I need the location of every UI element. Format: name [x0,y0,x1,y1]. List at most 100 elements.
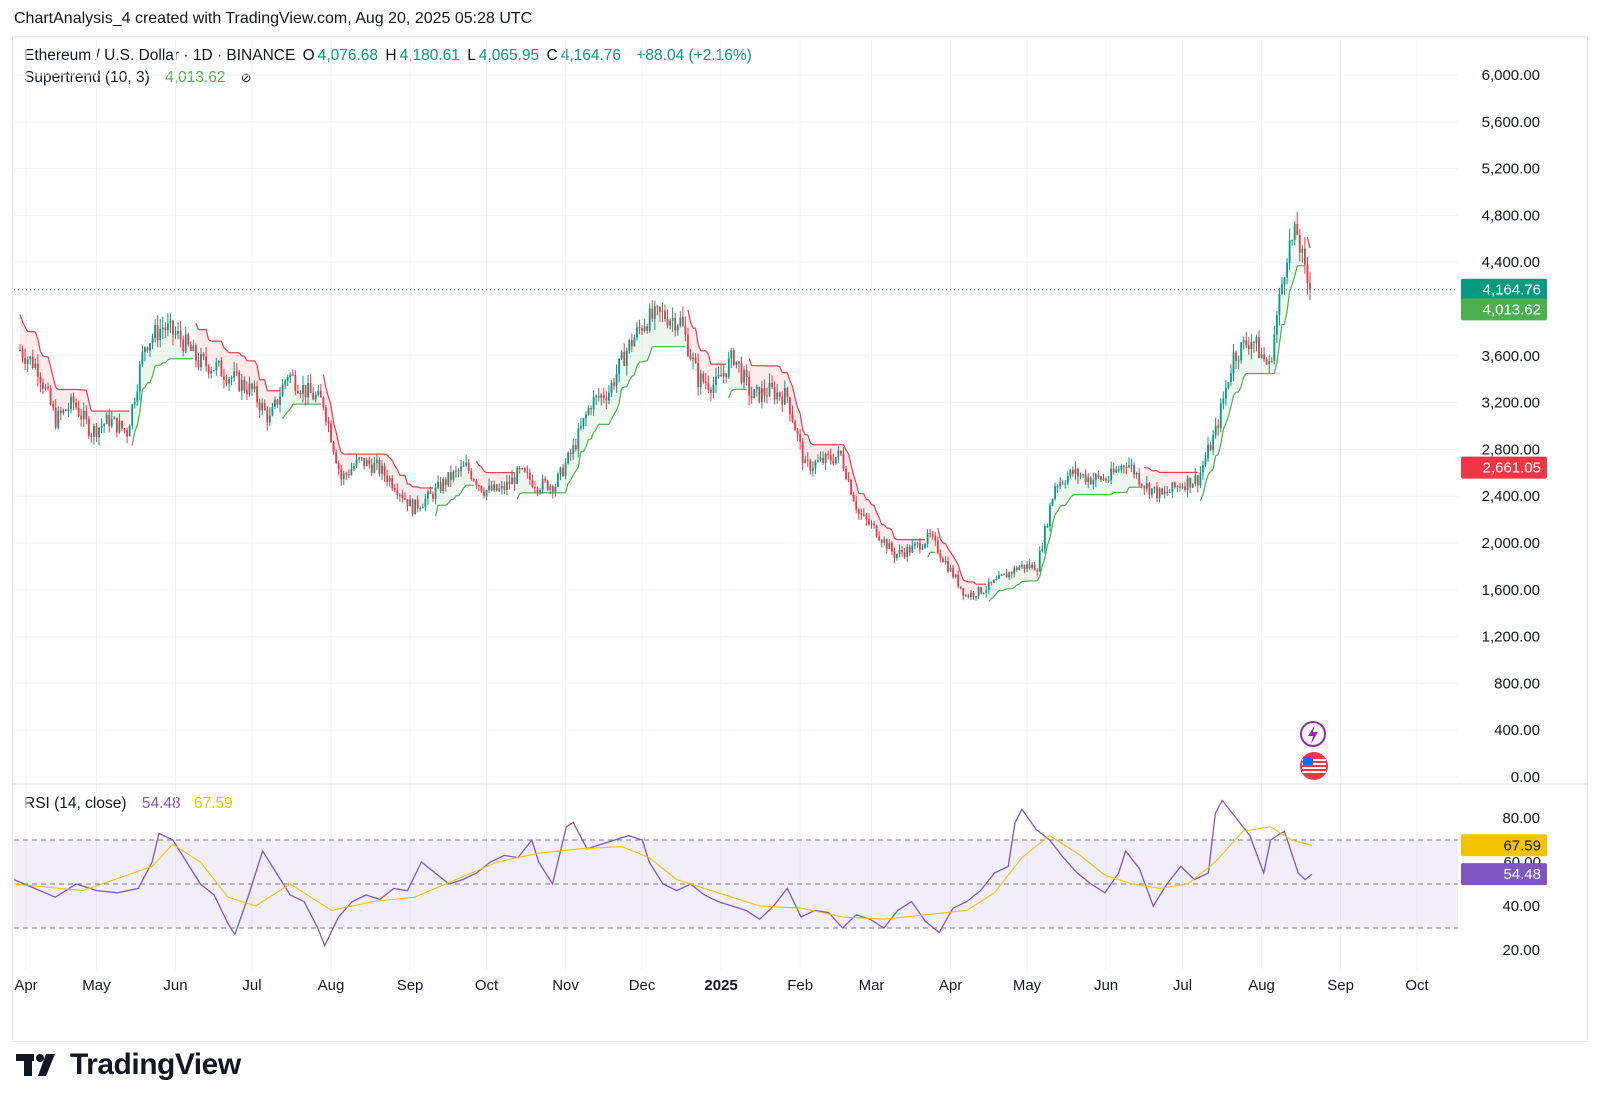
candle-body [386,475,389,482]
supertrend-area [1057,482,1061,512]
rsi-legend[interactable]: RSI (14, close) 54.48 67.59 [24,795,236,813]
candle-body [840,450,842,454]
candle-body [692,357,694,360]
candle-body [554,486,557,492]
candle-body [24,357,26,364]
supertrend-area [226,349,230,384]
candle-body [238,372,241,391]
supertrend-area [690,321,694,360]
supertrend-segment [22,321,26,328]
supertrend-area [782,372,785,405]
candle-body [289,374,292,378]
candle-body [898,549,901,555]
candle-body [317,390,320,396]
supertrend-area [1070,469,1073,498]
candle-body [834,457,837,464]
supertrend-area [733,361,737,390]
event-icons[interactable] [1300,721,1328,780]
candle-body [1227,382,1230,388]
supertrend-area [817,444,821,461]
candle-body [1258,337,1260,359]
supertrend-segment [1003,588,1007,591]
candle-body [799,433,802,442]
candle-body [141,352,144,365]
time-tick-label: Apr [14,977,37,994]
candle-body [605,398,608,401]
supertrend-segment [868,499,873,505]
candle-body [1293,223,1296,240]
supertrend-segment [1276,344,1281,364]
candle-body [1061,482,1064,484]
supertrend-segment [1049,523,1054,539]
tradingview-logo[interactable]: TradingView [16,1048,241,1082]
chart-frame[interactable] [12,36,1588,1042]
rsi-tag-bg [1461,863,1547,886]
candle-body [712,384,715,393]
candle-body [722,373,725,377]
symbol-name[interactable]: Ethereum / U.S. Dollar · 1D · BINANCE [24,47,296,64]
supertrend-segment [646,354,651,362]
candle-body [934,536,937,541]
supertrend-area [422,487,426,507]
supertrend-segment [595,424,600,430]
time-tick-label: Jun [163,977,187,994]
supertrend-segment [164,359,169,364]
candle-body [472,478,475,481]
supertrend-segment [226,349,230,354]
candle-body [309,383,312,393]
candle-body [801,441,804,464]
candle-body [924,543,926,548]
candle-body [228,378,230,384]
supertrend-segment [593,429,597,433]
candle-body [587,408,590,415]
supertrend-segment [396,469,401,476]
supertrend-area [504,472,507,490]
candle-body [885,539,888,549]
candle-body [929,533,932,535]
candle-body [638,327,641,329]
supertrend-legend[interactable]: Supertrend (10, 3) 4,013.62 ⊘ [24,69,255,87]
price-tick-label: 1,200.00 [1482,629,1540,646]
candle-body [1041,548,1044,551]
supertrend-segment [1051,514,1056,525]
supertrend-area [1299,248,1303,266]
supertrend-segment [572,470,577,476]
candle-body [429,491,432,494]
supertrend-segment [705,350,709,355]
candle-body [1059,482,1062,487]
supertrend-area [402,475,405,500]
time-tick-label: May [82,977,111,994]
candle-body [373,462,376,473]
candle-body [1031,564,1034,568]
supertrend-segment [139,389,143,413]
time-tick-label: May [1013,977,1042,994]
high-label: H [385,47,397,64]
candle-body [296,390,299,394]
candle-body [1015,567,1018,571]
candle-body [1265,359,1268,365]
candle-body [926,533,929,544]
candle-body [727,358,730,378]
candle-body [870,523,873,525]
candle-body [804,459,807,464]
candle-body [149,343,151,351]
supertrend-segment [220,340,225,349]
candle-body [1304,248,1306,265]
supertrend-segment [695,328,699,345]
candle-body [159,329,162,341]
supertrend-area [1106,480,1109,495]
supertrend-segment [883,524,888,529]
candle-body [794,421,796,431]
candle-body [240,379,243,391]
supertrend-area [201,329,204,357]
candle-body [279,396,281,405]
time-tick-label: Feb [787,977,813,994]
candle-body [546,480,549,491]
candle-body [75,402,77,408]
us-flag-stripe [1302,771,1326,773]
hidden-eye-icon[interactable]: ⊘ [240,70,252,85]
candle-body [824,453,827,463]
supertrend-segment [480,466,485,472]
time-tick-label: Jul [1173,977,1192,994]
